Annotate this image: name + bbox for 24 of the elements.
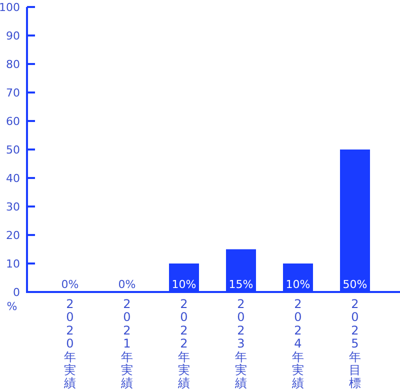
x-tick-label: 2024年実績 — [291, 297, 304, 390]
data-label: 15% — [228, 278, 254, 291]
y-tick-label: 0 — [13, 286, 20, 299]
y-tick-label: 10 — [6, 258, 20, 270]
y-tick-label: 60 — [6, 115, 20, 128]
x-tick-label: 2021年実績 — [120, 297, 133, 390]
y-tick-label: 20 — [6, 229, 20, 242]
data-label: 10% — [286, 278, 310, 291]
y-tick-label: 90 — [6, 30, 20, 42]
x-tick-label: 2023年実績 — [234, 297, 247, 390]
data-label: 10% — [172, 278, 196, 291]
x-tick-label: 2020年実績 — [63, 297, 76, 390]
y-tick-label: 40 — [6, 172, 20, 185]
y-tick-label: 80 — [6, 58, 20, 71]
x-tick-label: 2022年実績 — [177, 297, 190, 390]
y-tick-label: 50 — [6, 144, 20, 156]
data-label: 0% — [118, 278, 136, 291]
y-tick-label: 30 — [6, 200, 20, 214]
data-label: 0% — [61, 278, 79, 291]
y-tick-label: 100 — [0, 1, 20, 14]
x-tick-label: 2025年目標 — [349, 297, 361, 390]
y-axis-title: % — [6, 300, 18, 313]
data-label: 50% — [342, 278, 368, 291]
y-tick-label: 70 — [6, 86, 20, 100]
